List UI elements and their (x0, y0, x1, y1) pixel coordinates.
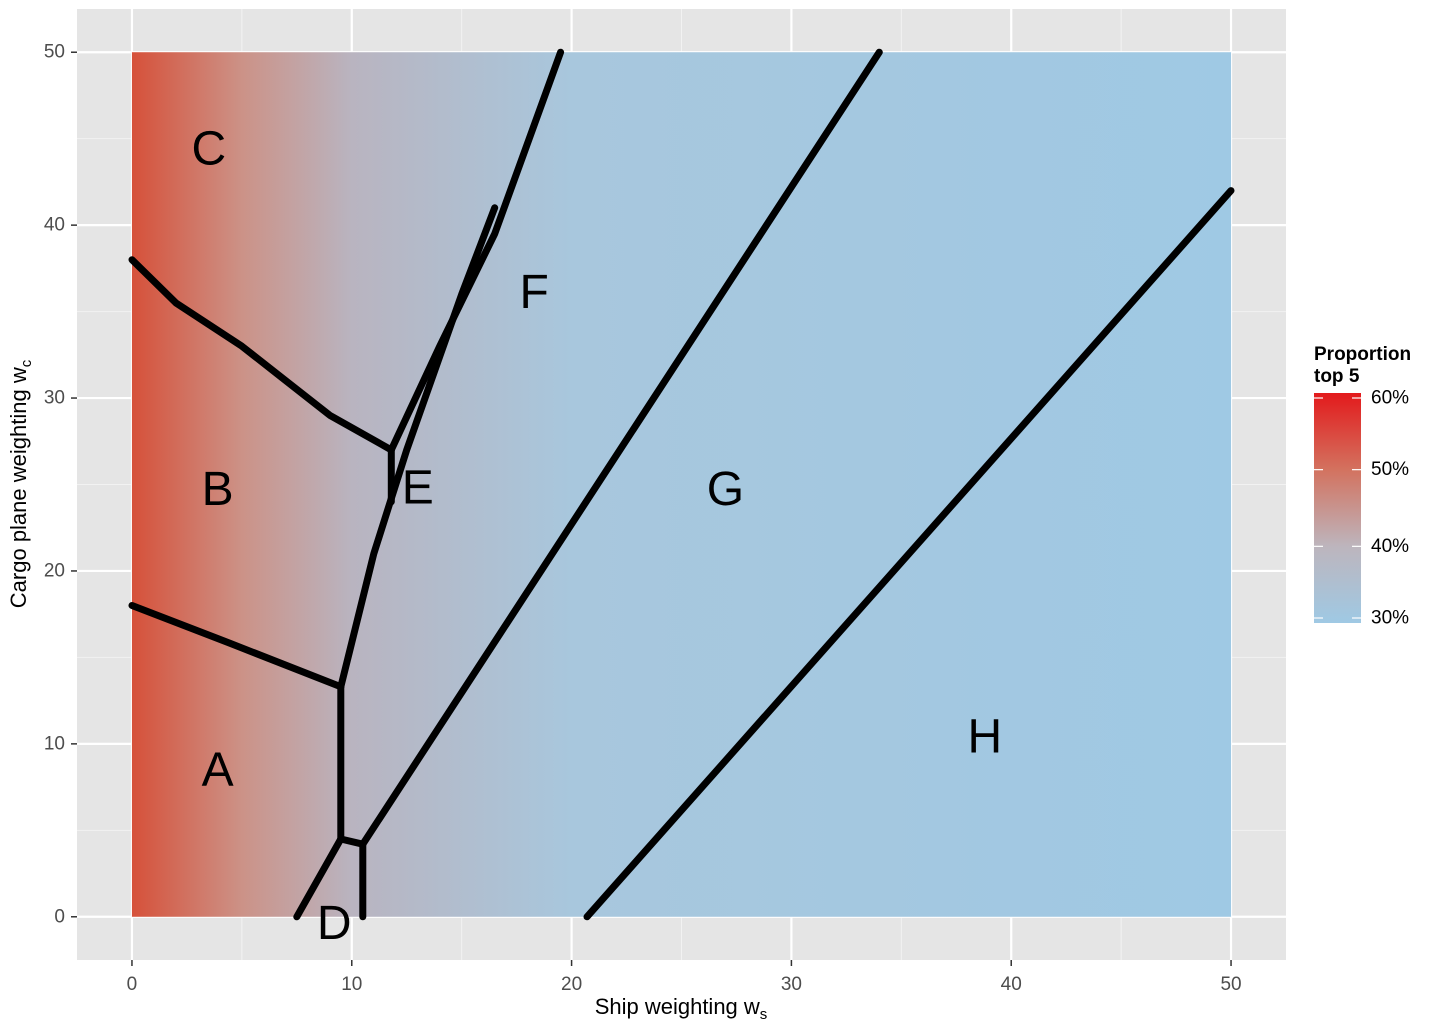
x-tick-label: 0 (127, 974, 138, 995)
y-axis-title-subscript: c (18, 359, 35, 367)
y-tick-label: 30 (44, 388, 65, 409)
legend-ticks: 60% 50% 40% 30% (1314, 388, 1409, 629)
legend-tick-label: 60% (1371, 388, 1409, 409)
region-boundaries (128, 48, 1235, 921)
boundary-line-7 (337, 835, 367, 848)
region-labels: A B C D E F G H (192, 123, 1003, 951)
legend: Proportion top 5 60% 50% 40% 30% (1314, 344, 1416, 629)
legend-colorbar (1314, 393, 1361, 623)
y-axis-title: Cargo plane weighting wc (6, 359, 35, 608)
boundary-line-1 (128, 256, 395, 454)
x-tick-label: 10 (341, 974, 362, 995)
region-label-c: C (192, 123, 227, 176)
boundary-line-3 (387, 48, 565, 454)
boundary-line-5 (128, 602, 345, 691)
region-label-h: H (968, 710, 1003, 763)
legend-title-line-2: top 5 (1314, 366, 1360, 387)
y-axis: 0 10 20 30 40 50 (44, 42, 77, 927)
y-tick-label: 10 (44, 733, 65, 754)
x-tick-label: 20 (561, 974, 582, 995)
region-label-g: G (707, 463, 744, 516)
y-tick-label: 20 (44, 560, 65, 581)
y-axis-title-main: Cargo plane weighting w (6, 367, 31, 608)
x-axis-title-main: Ship weighting w (595, 994, 760, 1019)
y-tick-label: 50 (44, 42, 65, 63)
boundary-line-9 (293, 835, 345, 921)
x-tick-label: 30 (781, 974, 802, 995)
boundary-line-4 (337, 204, 499, 691)
x-tick-label: 50 (1220, 974, 1241, 995)
legend-title: Proportion top 5 (1314, 344, 1416, 387)
legend-title-line-1: Proportion (1314, 344, 1411, 365)
region-label-a: A (202, 743, 234, 796)
y-tick-label: 0 (54, 906, 65, 927)
region-label-f: F (520, 266, 549, 319)
boundary-line-11 (583, 187, 1235, 921)
boundary-line-10 (359, 48, 883, 848)
region-label-d: D (317, 897, 352, 950)
y-tick-label: 40 (44, 215, 65, 236)
region-label-b: B (202, 463, 234, 516)
proportion-fill (131, 52, 1232, 917)
region-label-e: E (402, 461, 434, 514)
x-axis-title-subscript: s (760, 1006, 768, 1020)
x-axis-title: Ship weighting ws (595, 994, 768, 1020)
x-axis: 0 10 20 30 40 50 (127, 960, 1242, 995)
legend-tick-label: 50% (1371, 459, 1409, 480)
legend-tick-label: 30% (1371, 608, 1409, 629)
x-tick-label: 40 (1001, 974, 1022, 995)
legend-tick-label: 40% (1371, 536, 1409, 557)
